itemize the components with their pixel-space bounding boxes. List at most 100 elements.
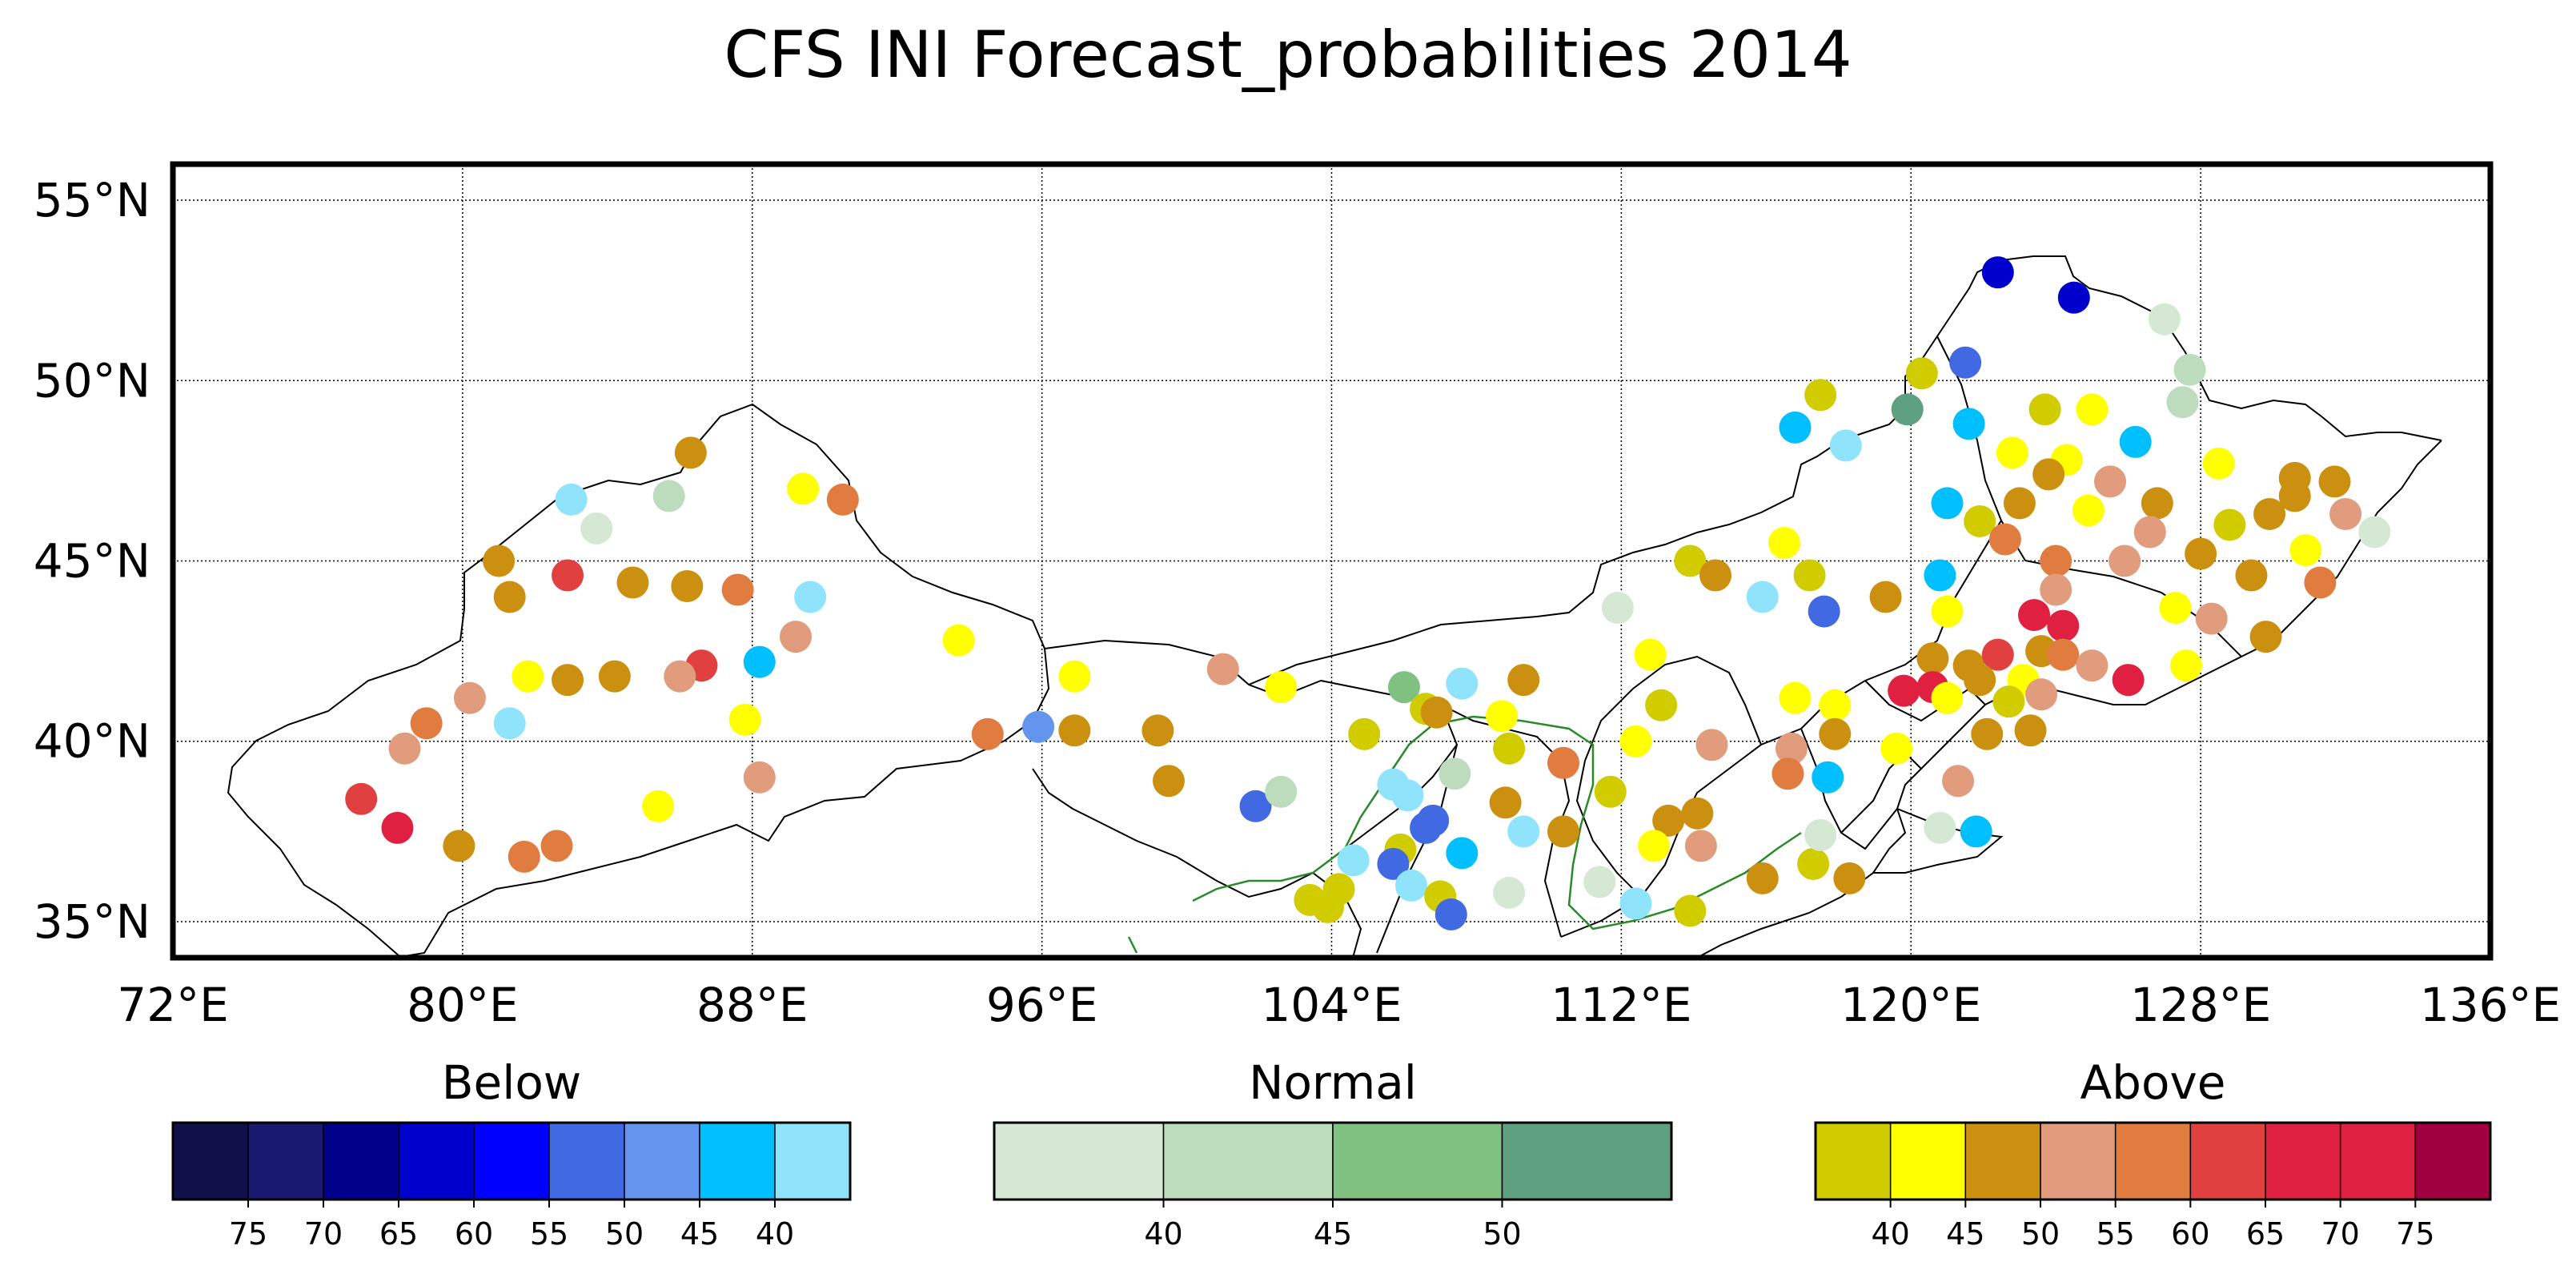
station-marker — [1674, 894, 1707, 927]
station-marker — [580, 512, 613, 545]
colorbar-swatch — [323, 1122, 399, 1200]
station-marker — [1206, 653, 1239, 685]
lon-tick-label: 136°E — [2420, 978, 2561, 1032]
station-marker — [1888, 674, 1920, 707]
station-marker — [794, 581, 827, 613]
map-frame — [170, 161, 2494, 961]
station-marker — [1434, 898, 1467, 930]
station-marker — [1387, 671, 1420, 704]
station-marker — [1775, 732, 1808, 765]
map-title: CFS INI Forecast_probabilities 2014 — [724, 18, 1852, 92]
colorbar-swatch — [172, 1122, 249, 1200]
colorbar-title: Above — [2080, 1055, 2226, 1110]
station-marker — [1265, 775, 1298, 808]
lat-tick-label: 40°N — [34, 714, 150, 769]
station-marker — [1891, 393, 1924, 426]
colorbar-tick-label: 50 — [1483, 1216, 1521, 1252]
station-marker — [1695, 729, 1728, 762]
lon-tick-label: 112°E — [1551, 978, 1691, 1032]
station-marker — [787, 472, 820, 505]
station-marker — [2057, 281, 2090, 314]
colorbar-tick-label: 65 — [2246, 1216, 2285, 1252]
yellow-river — [1127, 715, 1802, 954]
colorbar-tick-label: 40 — [1144, 1216, 1182, 1252]
station-marker — [826, 483, 859, 516]
station-marker — [2170, 649, 2203, 682]
station-marker — [2133, 516, 2166, 549]
colorbar-tick-label: 70 — [304, 1216, 343, 1252]
station-marker — [1812, 761, 1844, 794]
station-marker — [1674, 545, 1707, 577]
station-marker — [1971, 717, 2004, 750]
station-marker — [1601, 592, 1634, 625]
station-marker — [1489, 786, 1522, 819]
station-marker — [728, 703, 761, 736]
station-marker — [2109, 545, 2141, 577]
station-marker — [1981, 256, 2014, 289]
station-marker — [743, 761, 776, 794]
station-marker — [2159, 592, 2192, 625]
station-marker — [2025, 678, 2058, 711]
station-marker — [1772, 758, 1804, 790]
colorbar-swatch — [2114, 1122, 2192, 1200]
station-marker — [1684, 830, 1717, 862]
colorbar-above: Above 40 45 50 55 60 65 70 75 — [1814, 1055, 2492, 1252]
station-marker — [2195, 602, 2228, 635]
station-marker — [721, 573, 754, 606]
station-marker — [942, 624, 975, 657]
station-marker — [2304, 566, 2337, 599]
axis-ticks: 72°E 80°E 88°E 96°E 104°E 112°E 120°E 128°E 136°… — [34, 173, 2561, 1032]
colorbar-swatch — [247, 1122, 324, 1200]
station-marker — [2289, 533, 2322, 566]
colorbar-title: Below — [442, 1055, 582, 1110]
colorbar-swatch — [774, 1122, 851, 1200]
station-marker — [1988, 523, 2021, 556]
station-marker — [616, 566, 649, 599]
station-marker — [2028, 393, 2061, 426]
station-marker — [1619, 887, 1652, 920]
station-marker — [1410, 811, 1442, 844]
station-marker — [1395, 869, 1428, 902]
station-marker — [1767, 526, 1800, 559]
station-marker — [2119, 425, 2152, 458]
station-marker — [381, 811, 414, 844]
station-marker — [2173, 353, 2206, 386]
colorbar-swatch — [1501, 1122, 1672, 1200]
colorbar-swatch — [1889, 1122, 1967, 1200]
station-marker — [512, 660, 544, 693]
colorbar-tick-label: 40 — [756, 1216, 794, 1252]
station-marker — [2202, 447, 2235, 480]
station-marker — [453, 681, 486, 714]
station-marker — [2253, 497, 2286, 530]
colorbar-swatch — [2040, 1122, 2117, 1200]
colorbar-tick-label: 60 — [2171, 1216, 2209, 1252]
station-marker — [2018, 599, 2051, 632]
station-marker — [2358, 516, 2391, 549]
station-marker — [1493, 876, 1526, 909]
station-marker — [1942, 765, 1975, 798]
station-marker — [410, 707, 443, 740]
lat-tick-label: 55°N — [34, 173, 150, 227]
station-marker — [493, 581, 526, 613]
colorbar-swatch — [548, 1122, 625, 1200]
station-marker — [1931, 487, 1964, 520]
station-marker — [1793, 559, 1826, 592]
colorbar-below: Below 75 70 65 60 55 50 45 40 — [171, 1055, 852, 1252]
station-marker — [2040, 573, 2072, 606]
colorbar-swatch — [2414, 1122, 2491, 1200]
lon-tick-label: 120°E — [1840, 978, 1981, 1032]
station-marker — [1377, 847, 1410, 880]
station-marker — [664, 660, 696, 693]
station-marker — [2014, 714, 2047, 747]
station-marker — [1992, 685, 2025, 718]
lon-tick-label: 104°E — [1261, 978, 1402, 1032]
station-marker — [1058, 660, 1091, 693]
station-marker — [1931, 595, 1964, 628]
station-marker — [1960, 815, 1992, 848]
station-marker — [1681, 797, 1714, 830]
colorbar-swatch — [2339, 1122, 2417, 1200]
station-marker — [2235, 559, 2268, 592]
station-marker — [1819, 689, 1852, 721]
station-marker — [1547, 815, 1579, 848]
